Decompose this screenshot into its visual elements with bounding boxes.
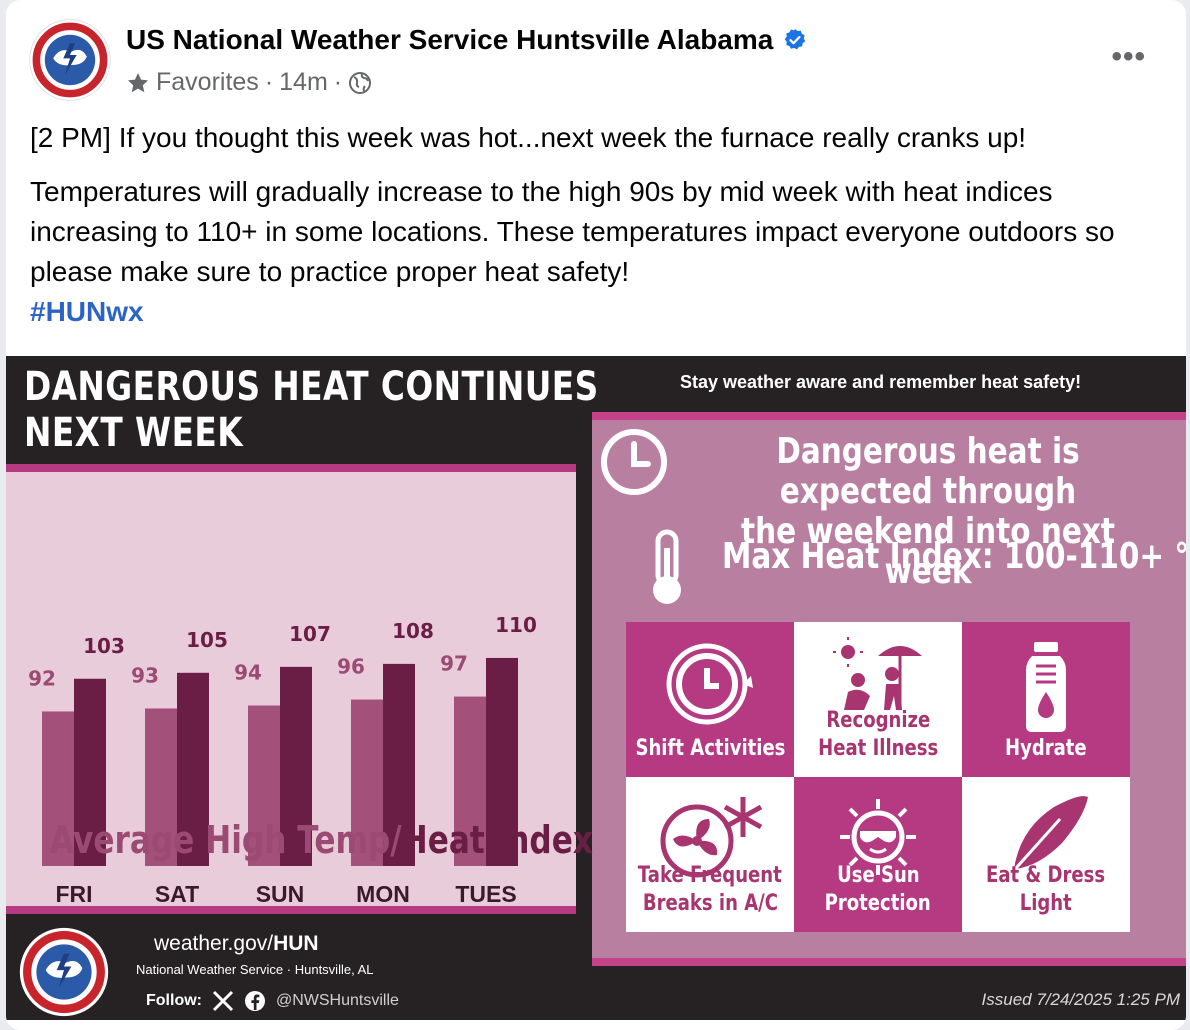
post-text-line2: Temperatures will gradually increase to … — [30, 172, 1170, 332]
tile-recognize-heat-illness: Recognize Heat Illness — [794, 622, 962, 777]
day-tick-label: TUES — [455, 881, 516, 907]
tile-hydrate: Hydrate — [962, 622, 1130, 777]
heat-index-value-label: 110 — [495, 613, 537, 637]
tile-label: Light — [1019, 891, 1073, 916]
temp-bar — [454, 696, 486, 866]
footer-organization: National Weather Service · Huntsville, A… — [136, 962, 374, 977]
graphic-tagline: Stay weather aware and remember heat saf… — [680, 372, 1082, 392]
temp-value-label: 92 — [28, 666, 56, 690]
chart-legend: Average High Temp/Heat Index — [50, 818, 593, 862]
footer-site-office: HUN — [273, 932, 319, 955]
heat-index-value-label: 107 — [289, 622, 331, 646]
globe-icon[interactable] — [348, 71, 372, 95]
sun-sunglasses-icon — [840, 799, 916, 875]
graphic-title: DANGEROUS HEAT CONTINUES NEXT WEEK — [24, 364, 599, 456]
temp-bar — [42, 711, 74, 866]
tile-label: Breaks in A/C — [642, 891, 778, 916]
heat-message-line1: Dangerous heat is expected through — [776, 431, 1080, 512]
footer-website: weather.gov/HUN — [154, 932, 319, 956]
temperature-bar-chart: 92 103 FRI 93 105 SAT 94 107 SUN 96 108 MON 97 110 TUE… — [28, 613, 537, 907]
heat-message-line2: the weekend into next week — [740, 511, 1116, 592]
clock-icon — [601, 429, 667, 495]
post-text-paragraph: Temperatures will gradually increase to … — [30, 176, 1115, 287]
temp-bar — [248, 705, 280, 866]
hashtag-link[interactable]: #HUNwx — [30, 296, 144, 327]
footer-follow: Follow: @NWSHuntsville — [146, 990, 399, 1012]
tile-label: Take Frequent — [638, 863, 782, 888]
tile-label: Shift Activities — [635, 736, 785, 761]
graphic-title-line2: NEXT WEEK — [24, 410, 244, 456]
star-icon — [128, 72, 148, 92]
social-handle: @NWSHuntsville — [275, 992, 399, 1009]
heat-index-bar — [177, 672, 209, 866]
thermometer-icon — [653, 529, 681, 604]
heat-graphic[interactable]: DANGEROUS HEAT CONTINUES NEXT WEEK Stay … — [6, 356, 1186, 1020]
tile-label: Heat Illness — [817, 736, 939, 761]
legend-heat-index: Heat Index — [401, 818, 593, 862]
facebook-logo-icon — [244, 991, 265, 1011]
heat-index-value-label: 108 — [392, 619, 434, 643]
fan-snowflake-icon — [660, 797, 763, 878]
day-tick-label: SAT — [155, 881, 199, 907]
follow-label: Follow: — [146, 992, 202, 1009]
water-bottle-icon — [1026, 642, 1066, 732]
post-text-line1: [2 PM] If you thought this week was hot.… — [30, 122, 1027, 153]
post-time[interactable]: 14m — [279, 68, 328, 96]
post-body: [2 PM] If you thought this week was hot.… — [30, 118, 1170, 332]
heat-index-bar — [486, 657, 518, 866]
legend-average-high: Average High Temp — [50, 818, 391, 862]
footer-site-prefix: weather.gov/ — [154, 932, 274, 955]
heat-index-bar — [280, 666, 312, 866]
heat-index-value-label: 103 — [83, 634, 125, 658]
more-options-icon[interactable]: ••• — [1111, 40, 1146, 73]
temp-bar — [145, 708, 177, 866]
day-tick-label: FRI — [55, 881, 92, 907]
clock-icon — [666, 643, 753, 725]
issued-timestamp: Issued 7/24/2025 1:25 PM — [981, 990, 1180, 1009]
tile-eat-dress-light: Eat & Dress Light — [962, 777, 1130, 932]
temp-value-label: 97 — [440, 652, 468, 676]
heat-message: Dangerous heat is expected through the w… — [723, 432, 1133, 592]
feather-icon — [1006, 796, 1088, 879]
tile-label: Eat & Dress — [986, 863, 1106, 888]
temp-value-label: 94 — [234, 661, 262, 685]
tile-label: Protection — [824, 891, 932, 916]
heat-index-bar — [383, 663, 415, 866]
temperature-chart-panel: 92 103 FRI 93 105 SAT 94 107 SUN 96 108 MON 97 110 TUE… — [6, 464, 576, 914]
tile-sun-protection: Use Sun Protection — [794, 777, 962, 932]
safety-tiles: Shift Activities Recognize Heat Illness — [626, 622, 1130, 932]
heat-index-bar — [74, 678, 106, 866]
heat-index-value-label: 105 — [186, 628, 228, 652]
graphic-title-line1: DANGEROUS HEAT CONTINUES — [24, 364, 599, 410]
meta-separator: · — [264, 68, 274, 96]
temp-value-label: 96 — [337, 655, 365, 679]
temp-bar — [351, 699, 383, 866]
tile-label: Use Sun — [836, 863, 920, 888]
temp-value-label: 93 — [131, 663, 159, 687]
facebook-post-card: US National Weather Service Huntsville A… — [6, 0, 1186, 1030]
legend-separator: / — [390, 818, 402, 862]
page-name[interactable]: US National Weather Service Huntsville A… — [126, 24, 774, 55]
tile-label: Hydrate — [1005, 736, 1087, 761]
post-meta: Favorites · 14m · — [126, 68, 372, 97]
meta-separator: · — [333, 68, 343, 96]
page-name-link[interactable]: US National Weather Service Huntsville A… — [126, 24, 807, 56]
day-tick-label: MON — [356, 881, 410, 907]
tile-shift-activities: Shift Activities — [626, 622, 794, 777]
heat-illness-icon — [833, 637, 922, 710]
nws-logo-icon[interactable] — [28, 18, 112, 102]
x-logo-icon — [212, 990, 234, 1012]
tile-take-breaks: Take Frequent Breaks in A/C — [626, 777, 794, 932]
verified-badge-icon — [785, 29, 806, 50]
nws-logo-icon — [19, 927, 109, 1017]
day-tick-label: SUN — [256, 881, 305, 907]
tile-label: Recognize — [826, 708, 930, 733]
max-heat-index: Max Heat Index: 100-110+ °F — [722, 536, 1186, 577]
favorites-label[interactable]: Favorites — [156, 68, 259, 96]
